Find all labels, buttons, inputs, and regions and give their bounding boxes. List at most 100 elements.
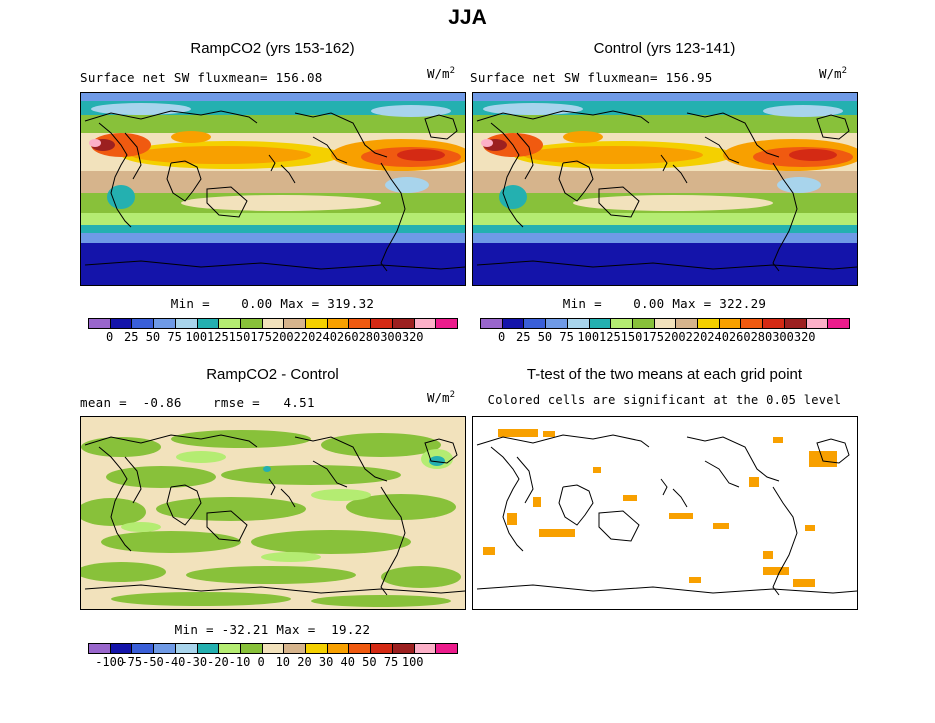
control-colorbar-swatch	[589, 319, 612, 328]
ramp-colorbar-swatch	[154, 319, 176, 328]
ramp-colorbar-swatch	[436, 319, 457, 328]
ramp-colorbar-tick-label: 240	[315, 330, 337, 344]
diff-colorbar-swatch	[240, 644, 263, 653]
diff-units-label: W/m2	[427, 390, 455, 406]
ramp-units-label: W/m2	[427, 66, 455, 82]
ramp-colorbar-tick-label: 260	[336, 330, 359, 344]
ramp-colorbar-swatch	[349, 319, 372, 328]
ramp-colorbar	[88, 318, 458, 329]
ramp-colorbar-tick-label: 220	[293, 330, 316, 344]
control-colorbar-tick-label: 300	[772, 330, 794, 344]
control-map	[472, 92, 858, 286]
ramp-map	[80, 92, 466, 286]
ramp-colorbar-swatch	[414, 319, 437, 328]
diff-map	[80, 416, 466, 610]
ramp-colorbar-tick-label: 125	[207, 330, 229, 344]
ramp-colorbar-swatch	[110, 319, 133, 328]
control-colorbar-swatch	[611, 319, 633, 328]
ramp-colorbar-labels: 0 25 50 75 100 125 150 175 200 220 240 260 280 300 320	[88, 330, 458, 345]
diff-colorbar-tick-label: 0	[257, 655, 265, 669]
figure-title: JJA	[448, 6, 487, 29]
diff-colorbar-swatch	[219, 644, 241, 653]
diff-colorbar-tick-label: 40	[340, 655, 355, 669]
control-colorbar-tick-label: 240	[707, 330, 729, 344]
ramp-panel-subtitle: Surface net SW fluxmean= 156.08	[80, 70, 323, 85]
diff-colorbar-swatch	[349, 644, 372, 653]
ramp-colorbar-swatch	[262, 319, 285, 328]
control-colorbar-swatch	[741, 319, 764, 328]
ramp-colorbar-swatch	[197, 319, 220, 328]
control-panel-title: Control (yrs 123-141)	[593, 40, 736, 57]
diff-colorbar-swatch	[306, 644, 328, 653]
control-colorbar-swatch	[567, 319, 590, 328]
control-colorbar-tick-label: 0	[498, 330, 506, 344]
control-colorbar-swatch	[546, 319, 568, 328]
ramp-colorbar-tick-label: 100	[185, 330, 208, 344]
diff-colorbar-swatch	[110, 644, 133, 653]
control-panel-subtitle: Surface net SW fluxmean= 156.95	[470, 70, 713, 85]
control-colorbar-tick-label: 100	[577, 330, 600, 344]
control-colorbar-tick-label: 25	[516, 330, 531, 344]
diff-colorbar-tick-label: 10	[275, 655, 291, 669]
diff-colorbar-tick-label: -100	[95, 655, 125, 669]
ramp-colorbar-tick-label: 175	[250, 330, 273, 344]
ramp-panel-title: RampCO2 (yrs 153-162)	[190, 40, 355, 57]
diff-colorbar-swatch	[392, 644, 415, 653]
ttest-map-field	[473, 417, 857, 609]
control-colorbar-swatch	[763, 319, 785, 328]
diff-colorbar-tick-label: 75	[383, 655, 399, 669]
diff-colorbar-swatch	[175, 644, 198, 653]
control-colorbar-swatch	[676, 319, 699, 328]
ramp-colorbar-tick-label: 0	[106, 330, 114, 344]
ramp-colorbar-swatch	[392, 319, 415, 328]
ramp-colorbar-swatch	[240, 319, 263, 328]
diff-colorbar	[88, 643, 458, 654]
control-colorbar-tick-label: 280	[750, 330, 773, 344]
control-colorbar-tick-label: 200	[663, 330, 686, 344]
diff-colorbar-tick-label: 50	[362, 655, 377, 669]
control-colorbar-swatch	[632, 319, 655, 328]
ttest-panel-subtitle: Colored cells are significant at the 0.0…	[487, 393, 842, 407]
diff-colorbar-tick-label: -20	[207, 655, 229, 669]
ramp-colorbar-swatch	[284, 319, 307, 328]
diff-colorbar-swatch	[262, 644, 285, 653]
control-colorbar-labels: 0 25 50 75 100 125 150 175 200 220 240 260 280 300 320	[480, 330, 850, 345]
diff-minmax: Min = -32.21 Max = 19.22	[174, 622, 371, 637]
diff-colorbar-swatch	[89, 644, 111, 653]
ramp-minmax: Min = 0.00 Max = 319.32	[170, 296, 375, 311]
ramp-colorbar-tick-label: 300	[380, 330, 402, 344]
ramp-colorbar-tick-label: 75	[167, 330, 182, 344]
ramp-colorbar-swatch	[219, 319, 241, 328]
diff-colorbar-tick-label: -75	[120, 655, 143, 669]
diff-colorbar-swatch	[327, 644, 350, 653]
control-colorbar-swatch	[784, 319, 807, 328]
diff-colorbar-tick-label: 30	[318, 655, 334, 669]
diff-colorbar-labels: -100 -75 -50 -40 -30 -20 -10 0 10 20 30 40 50 75 100	[88, 655, 458, 670]
diff-colorbar-swatch	[284, 644, 307, 653]
diff-panel-subtitle: mean = -0.86 rmse = 4.51	[80, 395, 315, 410]
ramp-map-field	[81, 93, 465, 285]
control-colorbar-tick-label: 50	[537, 330, 553, 344]
control-colorbar-tick-label: 320	[793, 330, 816, 344]
ramp-colorbar-swatch	[89, 319, 111, 328]
ramp-colorbar-swatch	[371, 319, 393, 328]
ramp-colorbar-swatch	[306, 319, 328, 328]
ramp-colorbar-swatch	[327, 319, 350, 328]
control-colorbar-tick-label: 220	[685, 330, 708, 344]
diff-colorbar-tick-label: 100	[401, 655, 424, 669]
ramp-colorbar-swatch	[132, 319, 155, 328]
control-colorbar-swatch	[719, 319, 742, 328]
ttest-map	[472, 416, 858, 610]
control-minmax: Min = 0.00 Max = 322.29	[562, 296, 767, 311]
control-colorbar-swatch	[524, 319, 547, 328]
control-units-label: W/m2	[819, 66, 847, 82]
control-colorbar-swatch	[806, 319, 829, 328]
control-colorbar-tick-label: 125	[599, 330, 621, 344]
control-colorbar-swatch	[698, 319, 720, 328]
ramp-colorbar-tick-label: 50	[145, 330, 161, 344]
diff-colorbar-tick-label: -40	[163, 655, 186, 669]
control-colorbar-tick-label: 175	[642, 330, 665, 344]
ramp-colorbar-tick-label: 25	[124, 330, 139, 344]
ramp-colorbar-tick-label: 150	[228, 330, 251, 344]
ramp-colorbar-tick-label: 320	[401, 330, 424, 344]
